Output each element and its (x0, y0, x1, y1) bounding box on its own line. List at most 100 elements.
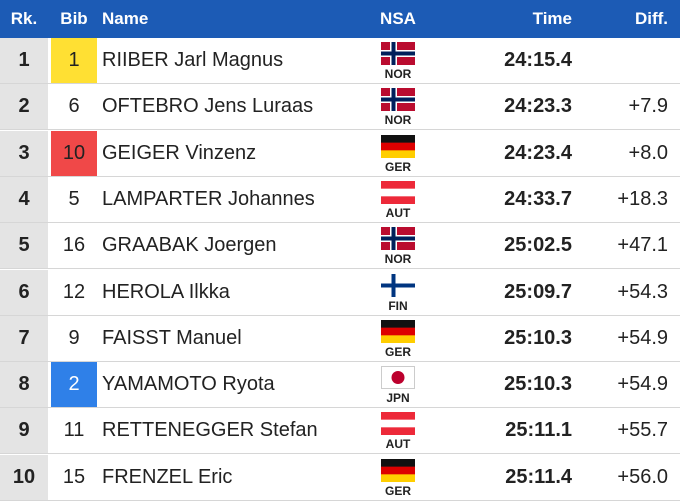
flag-icon (381, 227, 415, 251)
time-cell: 24:15.4 (504, 49, 572, 71)
flag-stripe (381, 319, 415, 328)
flag-stripe (381, 327, 415, 336)
athlete-name: HEROLA Ilkka (102, 280, 230, 303)
flag-icon (381, 273, 415, 297)
flag-stripe (381, 180, 415, 189)
flag-cross (381, 236, 415, 241)
rank-cell: 2 (0, 84, 48, 130)
bib-cell: 1 (51, 38, 97, 83)
bib-cell: 9 (68, 326, 80, 349)
time-cell: 25:11.1 (505, 419, 572, 442)
diff-cell: +54.3 (617, 280, 668, 303)
nsa-code: NOR (384, 252, 412, 267)
rank-cell: 6 (0, 269, 48, 315)
header-cell: Time (532, 9, 572, 28)
bib-cell: 10 (51, 130, 97, 176)
time-cell: 24:23.4 (504, 141, 572, 164)
diff-cell: +54.9 (617, 326, 668, 349)
header-cell: Diff. (634, 9, 668, 28)
flag-cross (381, 97, 415, 102)
rank-cell: 10 (0, 454, 48, 500)
rank-cell: 5 (0, 223, 48, 269)
diff-cell: +7.9 (628, 95, 668, 118)
flag-stripe (381, 188, 415, 197)
table-row: 9 11 RETTENEGGER Stefan AUT 25:11.1 +55.7 (0, 408, 680, 455)
nsa-code: JPN (386, 391, 410, 406)
rank-cell: 4 (0, 176, 48, 222)
diff-cell: +47.1 (617, 234, 668, 257)
flag-icon (381, 412, 415, 436)
flag-stripe (381, 458, 415, 467)
diff-cell: +56.0 (617, 465, 668, 488)
flag-icon (381, 458, 415, 482)
flag-icon (381, 319, 415, 343)
bib-cell: 11 (63, 419, 85, 442)
nsa-code: AUT (385, 205, 411, 220)
nsa-code: GER (384, 159, 411, 174)
time-cell: 25:10.3 (504, 373, 572, 396)
rank-cell: 3 (0, 130, 48, 176)
diff-cell: +18.3 (617, 187, 668, 210)
diff-cell: +55.7 (617, 419, 668, 442)
flag-stripe (381, 427, 415, 436)
table-row: 1 1 RIIBER Jarl Magnus NOR 24:15.4 (0, 38, 680, 84)
flag-stripe (381, 335, 415, 343)
rank-cell: 1 (0, 38, 48, 83)
rank-cell: 8 (0, 362, 48, 408)
flag-cross (381, 283, 415, 287)
athlete-name: GEIGER Vinzenz (102, 141, 257, 164)
time-cell: 25:11.4 (505, 465, 572, 488)
flag-disc (391, 371, 405, 385)
header-cell: Rk. (10, 9, 38, 28)
time-cell: 24:33.7 (504, 187, 572, 210)
flag-stripe (381, 412, 415, 421)
table-row: 6 12 HEROLA Ilkka FIN 25:09.7 +54.3 (0, 269, 680, 316)
bib-cell: 16 (62, 234, 86, 257)
flag-stripe (381, 196, 415, 204)
flag-icon (381, 42, 415, 65)
flag-stripe (381, 142, 415, 151)
table-row: 7 9 FAISST Manuel GER 25:10.3 +54.9 (0, 315, 680, 362)
nsa-code: NOR (384, 113, 412, 128)
flag-icon (381, 88, 415, 112)
flag-stripe (381, 420, 415, 429)
nsa-code: GER (384, 344, 411, 359)
header-cell: Name (102, 9, 149, 28)
flag-stripe (381, 466, 415, 475)
table-row: 3 10 GEIGER Vinzenz GER 24:23.4 +8.0 (0, 130, 680, 177)
header-cell: NSA (380, 9, 416, 28)
time-cell: 25:10.3 (504, 326, 572, 349)
bib-cell: 15 (62, 465, 86, 488)
diff-cell: +8.0 (628, 141, 668, 164)
header-cell: Bib (60, 9, 88, 28)
nsa-code: NOR (384, 67, 412, 81)
athlete-name: OFTEBRO Jens Luraas (102, 95, 314, 118)
athlete-name: GRAABAK Joergen (102, 234, 277, 257)
table-row: 10 15 FRENZEL Eric GER 25:11.4 +56.0 (0, 454, 680, 501)
nsa-code: FIN (388, 298, 408, 313)
nsa-code: AUT (385, 437, 411, 452)
athlete-name: FRENZEL Eric (102, 465, 233, 488)
flag-stripe (381, 149, 415, 158)
table-row: 5 16 GRAABAK Joergen NOR 25:02.5 +47.1 (0, 223, 680, 270)
flag-icon (381, 134, 415, 158)
flag-icon (381, 366, 415, 390)
flag-stripe (381, 474, 415, 482)
table-row: 2 6 OFTEBRO Jens Luraas NOR 24:23.3 +7.9 (0, 84, 680, 131)
bib-cell: 2 (51, 362, 97, 408)
bib-cell: 6 (68, 95, 80, 118)
table-header: Rk. Bib Name NSA Time Diff. (0, 0, 680, 38)
nsa-code: GER (384, 483, 411, 498)
flag-cross (381, 51, 415, 56)
table-row: 8 2 YAMAMOTO Ryota JPN 25:10.3 +54.9 (0, 362, 680, 409)
athlete-name: LAMPARTER Johannes (102, 187, 315, 210)
flag-icon (381, 180, 415, 204)
athlete-name: RIIBER Jarl Magnus (102, 49, 284, 71)
bib-cell: 5 (68, 187, 80, 210)
table-row: 4 5 LAMPARTER Johannes AUT 24:33.7 +18.3 (0, 176, 680, 223)
bib-cell: 12 (62, 280, 86, 303)
time-cell: 25:09.7 (504, 280, 572, 303)
time-cell: 24:23.3 (504, 95, 572, 118)
flag-stripe (381, 134, 415, 143)
